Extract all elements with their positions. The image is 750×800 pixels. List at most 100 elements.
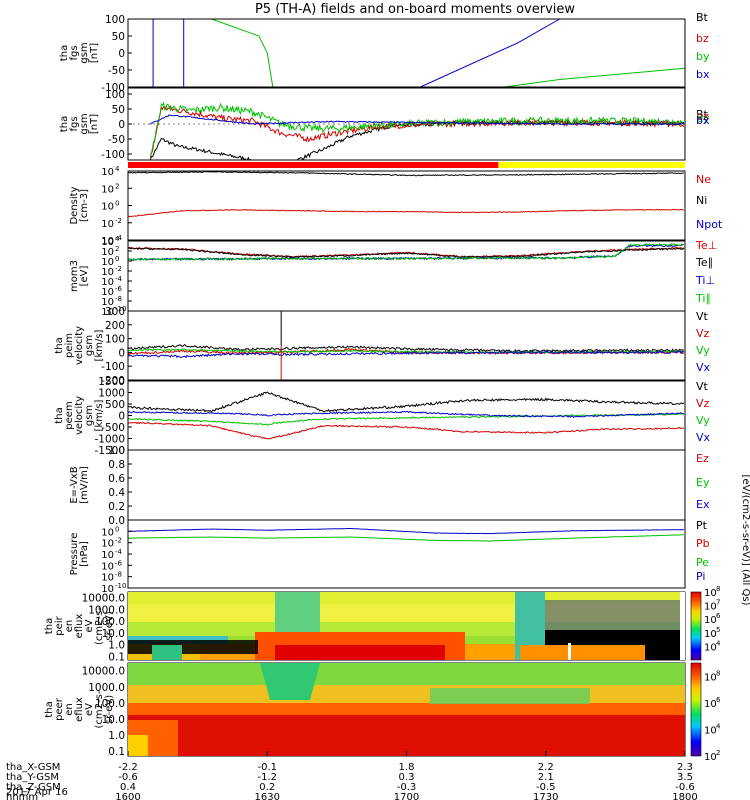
y-tick-label: 100	[105, 14, 125, 26]
y-tick-label: 500	[105, 399, 125, 411]
series-line-fgs2-3	[149, 114, 684, 126]
y-tick-label: 1000.0	[88, 682, 125, 694]
legend-Vy: Vy	[696, 344, 710, 357]
colorbar-tick: 10	[704, 615, 717, 626]
y-tick-label: 10	[101, 550, 114, 561]
series-line-density-0	[127, 208, 685, 218]
y-ticks-peim: 300 200 1000 -100 -200	[101, 306, 132, 387]
y-axis-label-line: peer	[54, 697, 65, 721]
series-line-fgs2-0	[149, 119, 685, 161]
colorbar-tick: 10	[704, 752, 717, 763]
y-tick-label: 50	[112, 104, 125, 116]
x-row-value: 3.5	[677, 772, 693, 783]
legend-Vz: Vz	[696, 327, 710, 340]
y-axis-label-line: (cm2-s-	[94, 607, 105, 645]
legend-by: by	[696, 112, 710, 125]
y-tick-exponent: 4	[115, 165, 120, 173]
y-tick-label: 0	[118, 347, 125, 359]
y-tick-exponent: 4	[115, 235, 120, 243]
y-axis-label-line: [eV]	[79, 266, 90, 287]
y-axis-label-mom: mom3 [eV]	[69, 260, 90, 292]
y-tick-exponent: -4	[115, 275, 123, 283]
y-axis-label-line: fgs	[69, 116, 80, 131]
y-tick-label: 10	[101, 167, 114, 178]
legend-bz: bz	[696, 110, 709, 123]
y-tick-label: 0.8	[108, 459, 125, 471]
y-tick-label: 1000	[98, 388, 125, 400]
y-tick-label: 0.1	[108, 651, 125, 663]
colorbar-tick: 10	[704, 672, 717, 683]
y-ticks-fgs: 100 50 0 -50 -100	[101, 14, 132, 94]
status-bar-segment	[498, 162, 685, 168]
y-tick-label: -1000	[94, 434, 125, 446]
panel-fgs: 100 50 0 -50 -100 tha fgs gsm [nT] Bt bz by bx	[59, 11, 710, 94]
colorbar-tick-exponent: 6	[716, 612, 721, 620]
colorbar-tick: 10	[704, 588, 717, 599]
y-tick-exponent: -4	[115, 548, 123, 556]
y-axis-label-line: velocity	[74, 326, 85, 365]
y-tick-label: 10	[101, 184, 114, 195]
y-tick-label: 10	[101, 257, 114, 268]
series-line-peim-2	[127, 348, 684, 354]
peir-colorbar	[690, 591, 702, 661]
x-row-value: 1730	[533, 792, 558, 800]
x-row-value: -0.6	[675, 782, 695, 793]
legend-Vx: Vx	[696, 431, 711, 444]
x-row-value: -1.2	[257, 772, 277, 783]
legend-Pi: Pi	[696, 570, 705, 583]
y-tick-label: -100	[101, 361, 125, 373]
peer-spectrogram	[128, 663, 685, 756]
series-line-pressure-3	[128, 528, 684, 535]
y-tick-exponent: -2	[115, 217, 122, 225]
peir-spectrogram	[128, 592, 685, 660]
x-row-value: 2.1	[538, 772, 554, 783]
y-tick-label: -50	[108, 65, 125, 77]
y-axis-label-line: gsm	[79, 113, 90, 134]
y-axis-label-peem: tha peem velocity gsm [km/s]	[54, 396, 105, 435]
x-row-value: 1700	[394, 792, 419, 800]
panel-frame	[127, 18, 686, 88]
y-tick-label: 10.0	[102, 714, 125, 726]
y-tick-label: 0	[118, 411, 125, 423]
legend-Pb: Pb	[696, 537, 710, 550]
y-tick-exponent: 0	[115, 200, 119, 208]
y-tick-label: 0.1	[108, 746, 125, 758]
y-axis-label-density: Density [cm-3]	[69, 186, 90, 224]
series-line-peem-1	[127, 421, 685, 440]
y-axis-label-efield: E=-VxB [mV/m]	[69, 466, 90, 504]
panel-peim: 300 200 1000 -100 -200 tha peim velocity gsm [km/…	[54, 306, 711, 387]
y-tick-exponent: -6	[115, 285, 123, 293]
y-tick-label: 0.0	[108, 515, 125, 527]
legend-Ez: Ez	[696, 452, 709, 465]
y-tick-label: 1.0	[108, 445, 125, 457]
x-row-value: -0.5	[536, 782, 556, 793]
y-tick-exponent: -2	[115, 265, 122, 273]
y-axis-label-line: (cm2-s-	[94, 690, 105, 728]
y-tick-exponent: -10	[115, 305, 126, 313]
legend-Bt: Bt	[696, 11, 709, 24]
legend-bx: bx	[696, 68, 710, 81]
colorbar-tick: 10	[704, 699, 717, 710]
legend-Vz: Vz	[696, 397, 710, 410]
series-line-fgs-3	[152, 18, 560, 88]
y-axis-label-peim: tha peim velocity gsm [km/s]	[54, 326, 105, 365]
colorbar-tick: 10	[704, 725, 717, 736]
y-tick-label: 10	[101, 573, 114, 584]
y-tick-exponent: 2	[115, 245, 119, 253]
x-row-value: 0.4	[120, 782, 136, 793]
colorbar-tick-exponent: 2	[716, 749, 720, 757]
y-tick-label: 1.0	[108, 640, 125, 652]
y-axis-label-line: en	[64, 620, 75, 633]
x-row-value: 1630	[255, 792, 280, 800]
y-tick-label: 10	[101, 202, 114, 213]
y-axis-label-line: peir	[54, 615, 65, 635]
x-axis: tha_X-GSM -2.2 -0.1 1.8 2.2 2.3 tha_Y-GSM -0.6 -…	[6, 751, 698, 800]
panel-frame	[127, 449, 686, 521]
y-tick-exponent: 0	[115, 255, 119, 263]
